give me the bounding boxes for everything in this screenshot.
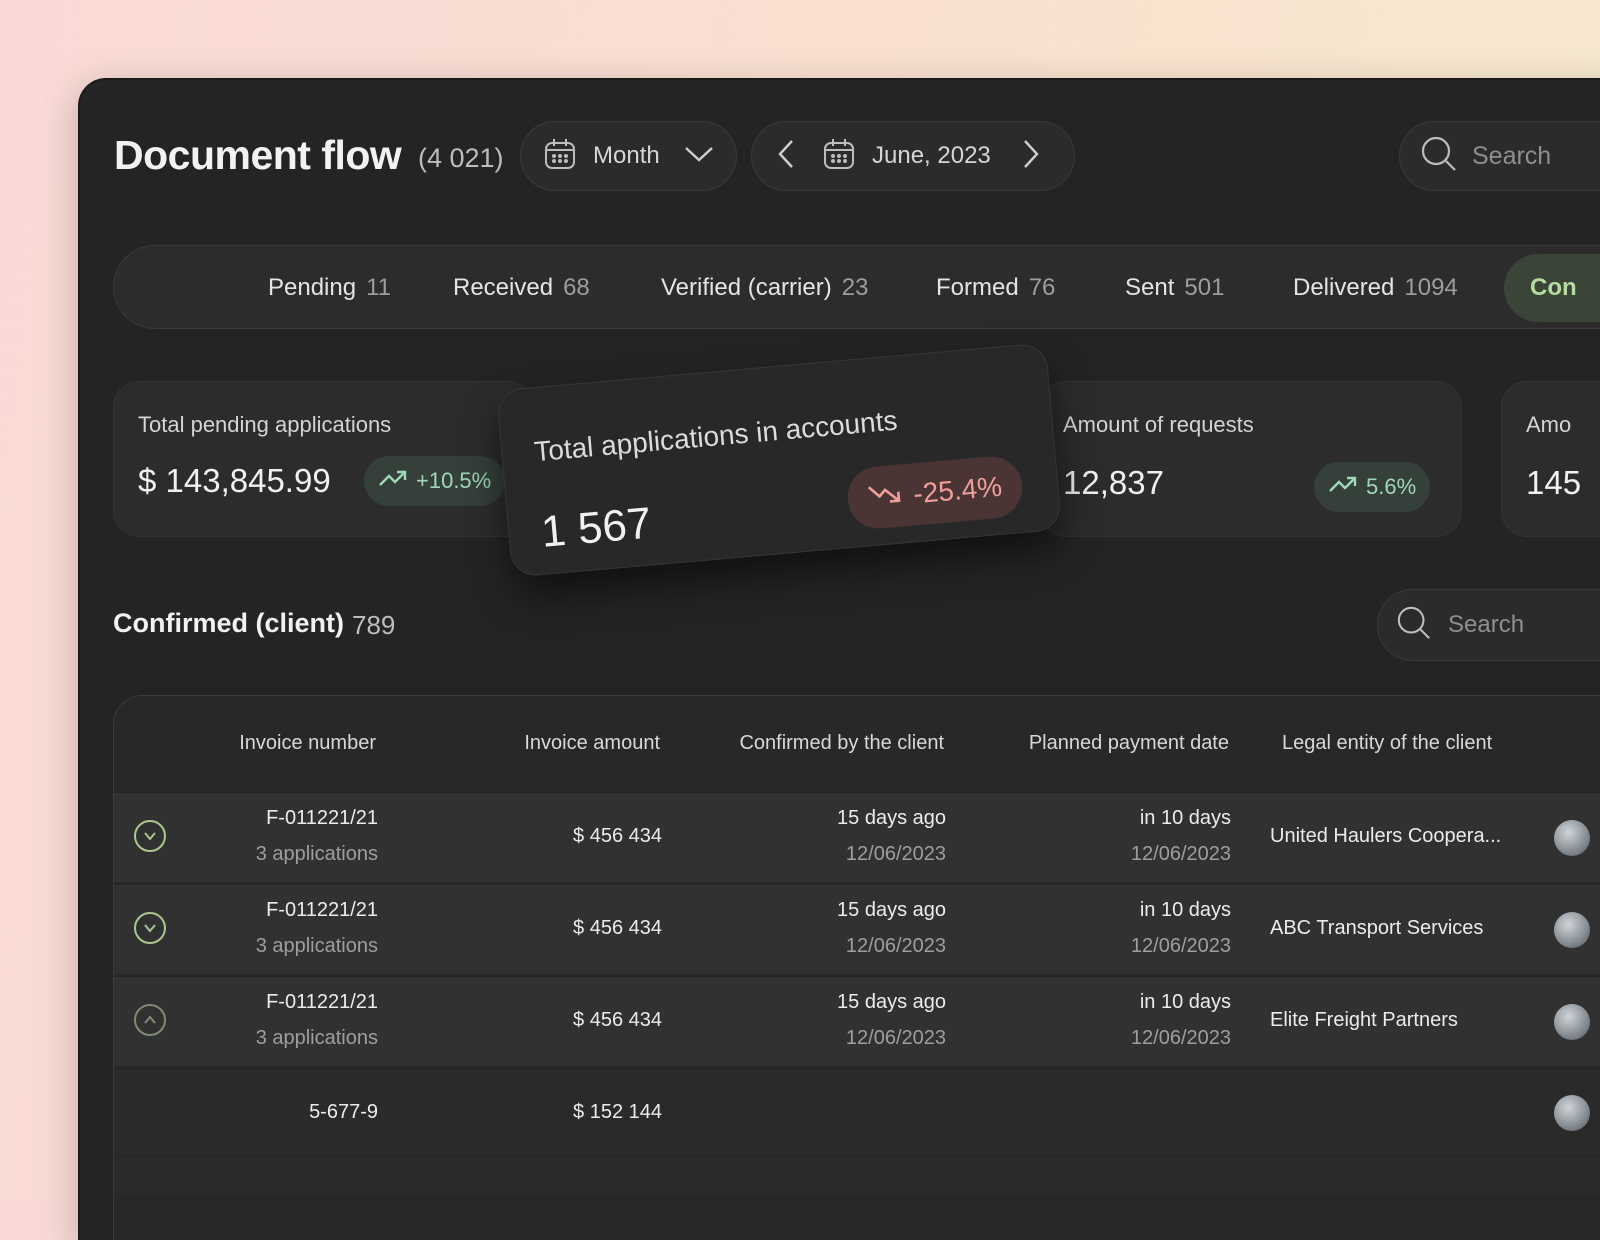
invoice-amount: $ 456 434 bbox=[573, 825, 662, 847]
legal-entity: United Haulers Coopera... bbox=[1270, 825, 1502, 847]
header-search[interactable]: Search bbox=[1399, 121, 1600, 191]
column-header[interactable]: Invoice number bbox=[239, 732, 376, 754]
change-badge: 5.6% bbox=[1314, 462, 1431, 512]
confirmed-date: 12/06/2023 bbox=[845, 935, 946, 957]
change-badge: -25.4% bbox=[845, 454, 1025, 532]
table-row[interactable]: F-011221/21 3 applications $ 456 434 15 … bbox=[114, 884, 1600, 974]
chevron-right-icon[interactable] bbox=[1023, 139, 1039, 174]
column-header[interactable]: Confirmed by the client bbox=[739, 732, 944, 754]
calendar-icon bbox=[543, 137, 577, 176]
confirmed-relative: 15 days ago bbox=[837, 899, 946, 921]
date-label: June, 2023 bbox=[872, 142, 991, 169]
period-select[interactable]: Month bbox=[520, 121, 737, 191]
tab-received[interactable]: Received 68 bbox=[453, 274, 590, 301]
planned-date: 12/06/2023 bbox=[1130, 1027, 1231, 1049]
legal-entity: ABC Transport Services bbox=[1270, 917, 1484, 939]
card-label: Total pending applications bbox=[138, 412, 392, 437]
status-tabs: Pending 11 Received 68 Verified (carrier) 2… bbox=[113, 245, 1600, 329]
trend-down-icon bbox=[866, 480, 903, 515]
confirmed-date: 12/06/2023 bbox=[845, 1027, 946, 1049]
card-amount-of-requests: Amount of requests 12,837 5.6% bbox=[1040, 381, 1462, 537]
planned-relative: in 10 days bbox=[1139, 807, 1231, 829]
section-title: Confirmed (client) bbox=[113, 608, 345, 638]
chevron-left-icon[interactable] bbox=[778, 139, 794, 174]
chevron-down-icon bbox=[144, 832, 156, 841]
card-value: 1 567 bbox=[539, 498, 654, 557]
card-label: Total applications in accounts bbox=[533, 404, 899, 468]
header-search-placeholder: Search bbox=[1472, 141, 1552, 170]
avatar bbox=[1554, 1004, 1590, 1040]
planned-relative: in 10 days bbox=[1139, 899, 1231, 921]
table-search[interactable]: Search bbox=[1377, 589, 1600, 661]
planned-relative: in 10 days bbox=[1139, 991, 1231, 1013]
card-partial: Amo 145 bbox=[1501, 381, 1600, 537]
invoice-number: F-011221/21 bbox=[266, 991, 378, 1013]
card-label: Amo bbox=[1526, 412, 1572, 437]
tab-pending[interactable]: Pending 11 bbox=[268, 274, 391, 301]
trend-up-icon bbox=[1328, 474, 1358, 500]
page-title: Document flow bbox=[114, 132, 402, 178]
planned-date: 12/06/2023 bbox=[1130, 935, 1231, 957]
period-select-label: Month bbox=[593, 142, 660, 169]
search-icon bbox=[1420, 135, 1458, 178]
change-badge: +10.5% bbox=[364, 456, 506, 506]
expand-toggle[interactable] bbox=[134, 820, 166, 852]
card-value: $ 143,845.99 bbox=[138, 462, 331, 499]
card-label: Amount of requests bbox=[1063, 412, 1254, 437]
legal-entity: Elite Freight Partners bbox=[1270, 1009, 1458, 1031]
applications-count: 3 applications bbox=[255, 1027, 378, 1049]
confirmed-relative: 15 days ago bbox=[837, 991, 946, 1013]
applications-count: 3 applications bbox=[255, 935, 378, 957]
confirmed-date: 12/06/2023 bbox=[845, 843, 946, 865]
date-navigator: June, 2023 bbox=[751, 121, 1075, 191]
card-value: 145 bbox=[1526, 464, 1582, 501]
tab-confirmed-active[interactable]: Con bbox=[1504, 254, 1600, 322]
tab-formed[interactable]: Formed 76 bbox=[936, 274, 1056, 301]
invoice-table: Invoice number Invoice amount Confirmed … bbox=[113, 695, 1600, 1240]
avatar bbox=[1554, 820, 1590, 856]
chevron-down-icon bbox=[684, 144, 714, 169]
sub-row[interactable]: 5-677-9 $ 152 144 bbox=[114, 1068, 1600, 1156]
column-header[interactable]: Planned payment date bbox=[1028, 732, 1229, 754]
table-row[interactable]: F-011221/21 3 applications $ 456 434 15 … bbox=[114, 792, 1600, 882]
avatar bbox=[1554, 912, 1590, 948]
section-count: 789 bbox=[352, 610, 396, 640]
card-value: 12,837 bbox=[1063, 464, 1164, 501]
chevron-down-icon bbox=[144, 924, 156, 933]
chevron-up-icon bbox=[144, 1015, 156, 1024]
applications-count: 3 applications bbox=[255, 843, 378, 865]
column-header[interactable]: Invoice amount bbox=[524, 732, 660, 754]
card-total-pending: Total pending applications $ 143,845.99 … bbox=[113, 381, 533, 537]
expand-toggle[interactable] bbox=[134, 912, 166, 944]
tab-verified-carrier[interactable]: Verified (carrier) 23 bbox=[661, 274, 869, 301]
invoice-amount: $ 456 434 bbox=[573, 917, 662, 939]
column-header[interactable]: Legal entity of the client bbox=[1282, 732, 1493, 754]
tab-delivered[interactable]: Delivered 1094 bbox=[1293, 274, 1458, 301]
planned-date: 12/06/2023 bbox=[1130, 843, 1231, 865]
invoice-number: F-011221/21 bbox=[266, 807, 378, 829]
app-window: Document flow (4 021) Month bbox=[80, 80, 1600, 1240]
avatar bbox=[1554, 1095, 1590, 1131]
document-count: (4 021) bbox=[418, 143, 504, 173]
trend-up-icon bbox=[378, 468, 408, 494]
card-total-applications-accounts: Total applications in accounts 1 567 -25… bbox=[495, 342, 1063, 578]
collapse-toggle[interactable] bbox=[134, 1004, 166, 1036]
sub-invoice-number: 5-677-9 bbox=[309, 1101, 378, 1123]
tab-sent[interactable]: Sent 501 bbox=[1125, 274, 1225, 301]
sub-row bbox=[114, 1156, 1600, 1196]
invoice-amount: $ 456 434 bbox=[573, 1009, 662, 1031]
confirmed-relative: 15 days ago bbox=[837, 807, 946, 829]
table-row[interactable]: F-011221/21 3 applications $ 456 434 15 … bbox=[114, 976, 1600, 1066]
sub-invoice-amount: $ 152 144 bbox=[573, 1101, 662, 1123]
search-icon bbox=[1396, 605, 1432, 646]
table-search-placeholder: Search bbox=[1448, 611, 1525, 638]
invoice-number: F-011221/21 bbox=[266, 899, 378, 921]
calendar-icon bbox=[822, 137, 856, 176]
